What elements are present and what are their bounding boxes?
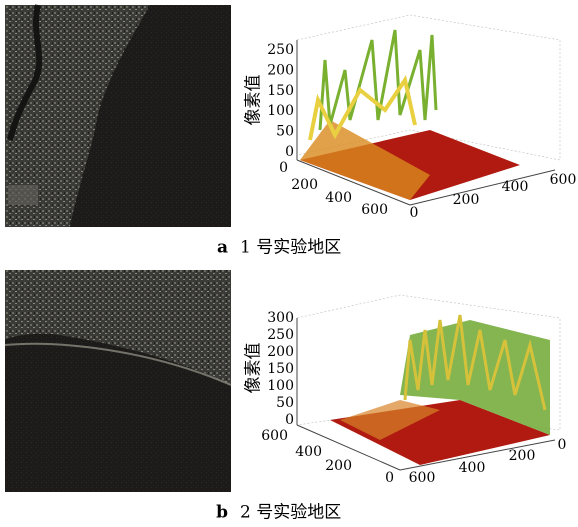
z-tick-label: 50 [276,124,294,140]
x-tick-label: 400 [325,190,352,206]
z-axis-label: 像素值 [244,343,264,394]
z-tick-label: 200 [267,62,294,78]
y-tick-label: 200 [453,192,480,208]
plot-frame-a [297,15,560,205]
y-tick-label: 0 [558,437,567,453]
y-tick-label: 600 [409,470,436,486]
sar-image-b [5,270,231,492]
x-tick-label: 200 [325,458,352,474]
z-tick-label: 250 [267,327,294,343]
y-tick-label: 200 [509,448,536,464]
x-tick-label: 0 [385,470,394,486]
figure: 像素值 像素值 a 1 号实验地区 b 2 号实验地区 050100150200… [0,0,578,527]
plot-frame-b [297,295,560,470]
y-tick-label: 400 [459,460,486,476]
y-tick-label: 0 [410,205,419,221]
z-tick-label: 100 [267,103,294,119]
x-tick-label: 200 [291,177,318,193]
z-tick-label: 150 [267,361,294,377]
z-tick-label: 250 [267,42,294,58]
z-tick-label: 100 [267,378,294,394]
page: {"panels": [ {"label": "a", "caption": "… [0,0,578,527]
panel-caption: 1 号实验地区 [240,238,341,258]
x-tick-label: 400 [295,444,322,460]
z-tick-label: 150 [267,83,294,99]
y-tick-label: 600 [550,172,577,188]
x-tick-label: 0 [279,160,288,176]
z-tick-label: 0 [285,144,294,160]
z-tick-label: 300 [267,310,294,326]
y-tick-label: 400 [502,179,529,195]
z-axis-label: 像素值 [244,75,264,126]
panel-caption: 2 号实验地区 [240,503,341,523]
x-tick-label: 600 [361,202,388,218]
panel-label: a [217,238,228,258]
z-tick-label: 0 [285,412,294,428]
sar-image-a [5,5,231,227]
panel-label: b [216,503,228,523]
z-tick-label: 50 [276,395,294,411]
x-tick-label: 600 [261,428,288,444]
z-tick-label: 200 [267,344,294,360]
